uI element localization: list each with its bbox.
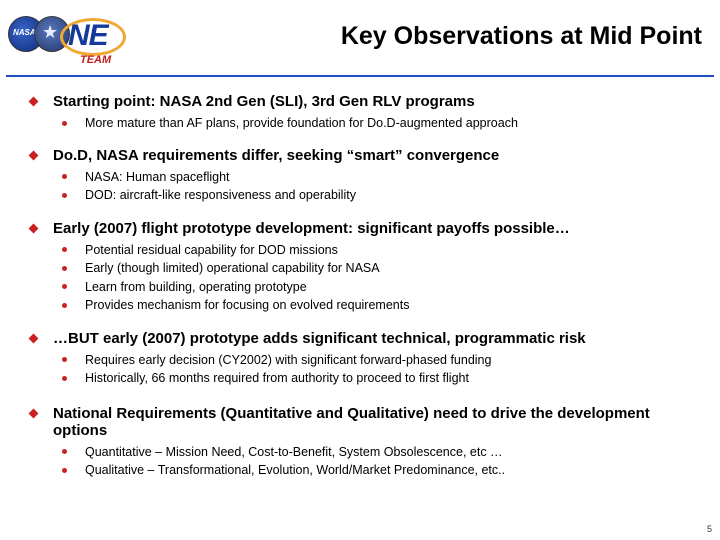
dot-bullet-icon (62, 265, 67, 271)
sub-bullet-text: DOD: aircraft-like responsiveness and op… (85, 188, 356, 203)
sub-bullet-list: Quantitative – Mission Need, Cost-to-Ben… (62, 443, 700, 480)
diamond-bullet-icon (28, 333, 39, 343)
section-national-requirements: National Requirements (Quantitative and … (28, 404, 700, 480)
section-starting-point: Starting point: NASA 2nd Gen (SLI), 3rd … (28, 93, 700, 133)
main-bullet-text: Do.D, NASA requirements differ, seeking … (53, 146, 500, 164)
sub-bullet-list: NASA: Human spaceflight DOD: aircraft-li… (62, 168, 700, 205)
logo-ne-text: NE (68, 19, 109, 52)
sub-bullet: NASA: Human spaceflight (62, 168, 700, 187)
sub-bullet: Provides mechanism for focusing on evolv… (62, 296, 700, 315)
page-number: 5 (706, 524, 712, 534)
diamond-bullet-icon (28, 223, 39, 233)
sub-bullet: Learn from building, operating prototype (62, 278, 700, 297)
main-bullet-text: …BUT early (2007) prototype adds signifi… (53, 329, 586, 347)
sub-bullet-text: Quantitative – Mission Need, Cost-to-Ben… (85, 444, 503, 459)
main-bullet: …BUT early (2007) prototype adds signifi… (28, 329, 700, 347)
sub-bullet: DOD: aircraft-like responsiveness and op… (62, 186, 700, 205)
sub-bullet: Early (though limited) operational capab… (62, 259, 700, 278)
slide-content: Starting point: NASA 2nd Gen (SLI), 3rd … (28, 93, 700, 480)
diamond-bullet-icon (28, 408, 39, 418)
dot-bullet-icon (62, 375, 67, 381)
section-but-early-risk: …BUT early (2007) prototype adds signifi… (28, 329, 700, 388)
sub-bullet-text: Potential residual capability for DOD mi… (85, 242, 338, 257)
dot-bullet-icon (62, 192, 67, 198)
star-icon: ★ (42, 22, 59, 42)
title-divider (6, 75, 714, 77)
dot-bullet-icon (62, 357, 67, 363)
sub-bullet-text: Learn from building, operating prototype (85, 279, 307, 294)
sub-bullet-list: More mature than AF plans, provide found… (62, 114, 700, 133)
dot-bullet-icon (62, 247, 67, 253)
sub-bullet-list: Potential residual capability for DOD mi… (62, 241, 700, 315)
sub-bullet-text: Qualitative – Transformational, Evolutio… (85, 463, 506, 478)
sub-bullet-text: Historically, 66 months required from au… (85, 371, 469, 386)
one-team-logo: NASA ★ NE TEAM (4, 14, 126, 70)
sub-bullet-text: NASA: Human spaceflight (85, 169, 230, 184)
dot-bullet-icon (62, 284, 67, 290)
sub-bullet-text: Early (though limited) operational capab… (85, 261, 380, 276)
dot-bullet-icon (62, 174, 67, 180)
nasa-logo-text: NASA (13, 28, 36, 37)
sub-bullet: Historically, 66 months required from au… (62, 369, 700, 388)
dot-bullet-icon (62, 467, 67, 473)
sub-bullet: Requires early decision (CY2002) with si… (62, 351, 700, 370)
sub-bullet-list: Requires early decision (CY2002) with si… (62, 351, 700, 388)
dot-bullet-icon (62, 120, 67, 126)
diamond-bullet-icon (28, 150, 39, 160)
diamond-bullet-icon (28, 96, 39, 107)
sub-bullet: Quantitative – Mission Need, Cost-to-Ben… (62, 443, 700, 462)
main-bullet-text: Early (2007) flight prototype developmen… (53, 219, 570, 237)
main-bullet: Starting point: NASA 2nd Gen (SLI), 3rd … (28, 93, 700, 110)
dot-bullet-icon (62, 449, 67, 455)
dot-bullet-icon (62, 302, 67, 308)
sub-bullet-text: More mature than AF plans, provide found… (85, 116, 518, 131)
sub-bullet: Qualitative – Transformational, Evolutio… (62, 461, 700, 480)
section-requirements-differ: Do.D, NASA requirements differ, seeking … (28, 146, 700, 205)
logo-team-text: TEAM (80, 54, 112, 66)
main-bullet: Do.D, NASA requirements differ, seeking … (28, 146, 700, 164)
sub-bullet: More mature than AF plans, provide found… (62, 114, 700, 133)
slide-title: Key Observations at Mid Point (340, 22, 702, 50)
sub-bullet-text: Provides mechanism for focusing on evolv… (85, 298, 410, 313)
main-bullet-text: National Requirements (Quantitative and … (53, 404, 650, 439)
main-bullet: Early (2007) flight prototype developmen… (28, 219, 700, 237)
main-bullet: National Requirements (Quantitative and … (28, 404, 700, 439)
logo-ring-icon (60, 18, 126, 56)
main-bullet-text: Starting point: NASA 2nd Gen (SLI), 3rd … (53, 93, 475, 110)
sub-bullet-text: Requires early decision (CY2002) with si… (85, 352, 492, 367)
section-early-prototype: Early (2007) flight prototype developmen… (28, 219, 700, 315)
sub-bullet: Potential residual capability for DOD mi… (62, 241, 700, 260)
